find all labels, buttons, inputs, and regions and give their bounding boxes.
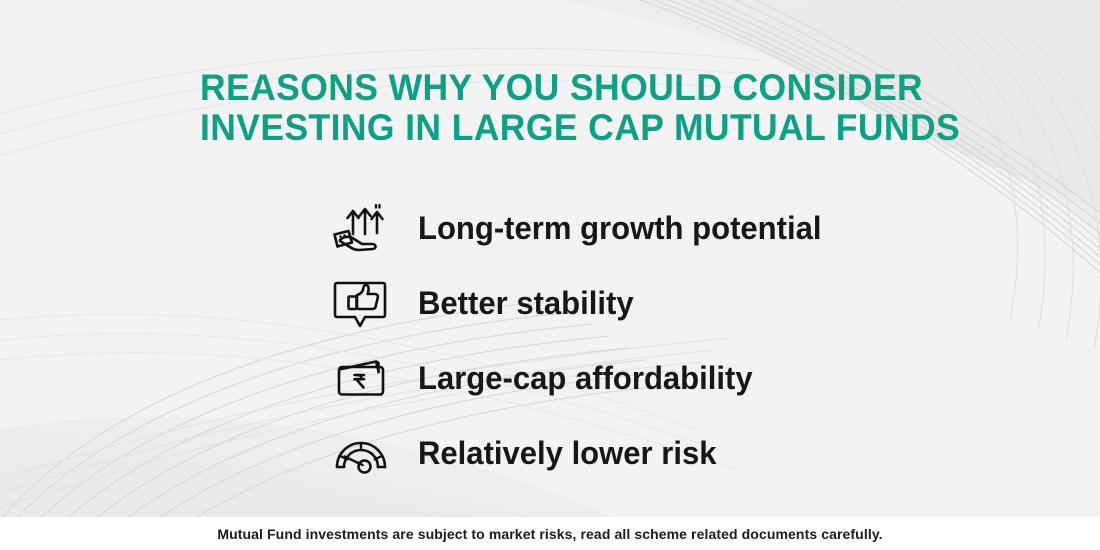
title-line-2: INVESTING IN LARGE CAP MUTUAL FUNDS: [200, 107, 961, 148]
page-title: REASONS WHY YOU SHOULD CONSIDER INVESTIN…: [200, 68, 960, 148]
list-item: Long-term growth potential: [330, 190, 1030, 265]
list-item-label: Large-cap affordability: [418, 359, 753, 396]
list-item-label: Long-term growth potential: [418, 209, 822, 246]
title-line-1: REASONS WHY YOU SHOULD CONSIDER: [200, 67, 924, 108]
benefits-list: Long-term growth potential Better stabil…: [330, 190, 1030, 490]
list-item: Large-cap affordability: [330, 340, 1030, 415]
hand-rising-arrows-icon: [330, 197, 392, 259]
thumbs-up-speech-bubble-icon: [330, 272, 392, 334]
list-item-label: Better stability: [418, 284, 634, 321]
wallet-rupee-icon: [330, 347, 392, 409]
list-item: Better stability: [330, 265, 1030, 340]
list-item: Relatively lower risk: [330, 415, 1030, 490]
disclaimer-text: Mutual Fund investments are subject to m…: [217, 525, 883, 542]
speedometer-gauge-icon: [330, 422, 392, 484]
footer-disclaimer-bar: Mutual Fund investments are subject to m…: [0, 517, 1100, 550]
list-item-label: Relatively lower risk: [418, 434, 717, 471]
